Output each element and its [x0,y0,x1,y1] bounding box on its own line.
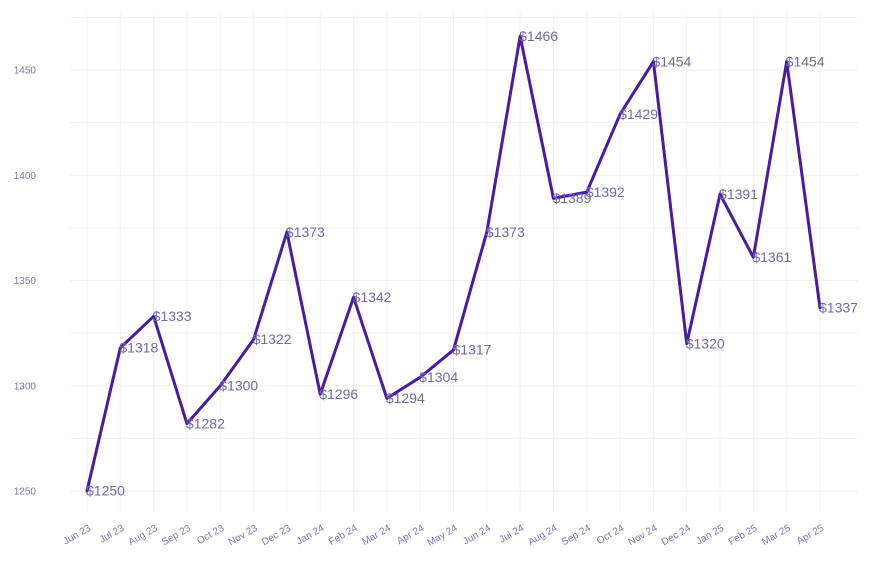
y-tick-label: 1450 [14,66,37,77]
data-label: $1373 [286,224,325,240]
x-tick-label: Dec 24 [660,523,693,549]
series-line [85,34,822,493]
grid [70,12,858,512]
series-group [85,34,822,493]
data-label: $1337 [819,300,858,316]
x-tick-label: Nov 24 [626,523,659,549]
data-labels: $1250 $1318 $1333 $1282 $1300 $1322 $1373 $1296… [86,28,858,499]
x-tick-label: Apr 24 [395,523,426,547]
x-tick-label: Sep 24 [560,523,593,549]
data-label: $1304 [419,369,458,385]
x-tick-label: Mar 25 [760,523,793,548]
data-label: $1250 [86,483,125,499]
x-tick-label: Mar 24 [360,523,393,548]
x-tick-label: Oct 24 [595,523,626,547]
x-tick-label: Sep 23 [160,523,193,549]
x-tick-label: Aug 24 [526,523,559,549]
x-tick-label: Feb 24 [327,523,360,548]
x-tick-label: Jan 24 [295,523,327,548]
data-label: $1466 [519,28,558,44]
data-label: $1454 [786,53,825,69]
data-label: $1296 [319,386,358,402]
data-label: $1317 [453,342,492,358]
x-tick-label: Dec 23 [260,523,293,549]
data-label: $1392 [586,184,625,200]
data-label: $1454 [652,53,691,69]
x-tick-label: Aug 23 [127,523,160,549]
data-label: $1333 [153,308,192,324]
data-label: $1391 [719,186,758,202]
x-tick-label: Jun 24 [461,523,493,548]
data-label: $1320 [686,335,725,351]
data-label: $1361 [752,249,791,265]
x-tick-label: Jul 24 [498,523,527,546]
data-label: $1373 [486,224,525,240]
y-tick-label: 1400 [14,171,37,182]
y-tick-label: 1250 [14,487,37,498]
x-tick-label: Oct 23 [195,523,226,547]
data-label: $1429 [619,106,658,122]
data-label: $1294 [386,390,425,406]
data-label: $1322 [253,331,292,347]
data-label: $1300 [219,377,258,393]
y-tick-label: 1300 [14,381,37,392]
data-label: $1282 [186,415,225,431]
y-tick-label: 1350 [14,276,37,287]
x-tick-label: Feb 25 [727,523,760,548]
x-tick-label: Jun 23 [61,523,93,548]
x-tick-label: May 24 [426,523,460,549]
x-tick-label: Nov 23 [227,523,260,549]
x-axis: Jun 23 Jul 23 Aug 23 Sep 23 Oct 23 Nov 23 Dec … [61,523,826,549]
x-tick-label: Jan 25 [695,523,727,548]
x-tick-label: Apr 25 [795,523,826,547]
y-axis: 1250 1300 1350 1400 1450 [14,66,37,498]
data-label: $1389 [552,190,591,206]
data-label: $1318 [119,340,158,356]
x-tick-label: Jul 23 [98,523,127,546]
data-label: $1342 [353,289,392,305]
